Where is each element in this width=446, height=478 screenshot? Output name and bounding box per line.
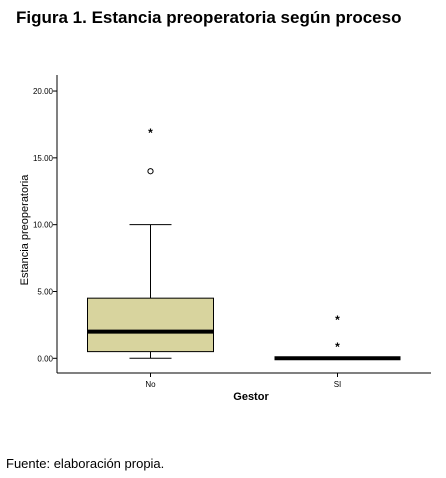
plot-marks: *** (87, 126, 401, 361)
x-axis-label: Gestor (233, 391, 269, 403)
iqr-box (87, 297, 214, 353)
y-tick-label: 10.00 (33, 221, 54, 230)
y-tick-label: 20.00 (33, 87, 54, 96)
x-tick-label: SI (334, 380, 342, 389)
y-axis-label: Estancia preoperatoria (19, 174, 31, 286)
y-tick-label: 0.00 (37, 354, 53, 363)
extreme-point: * (335, 313, 340, 327)
y-tick-label: 15.00 (33, 154, 54, 163)
extreme-point: * (335, 340, 340, 354)
box-group-no: * (87, 126, 214, 359)
y-tick-label: 5.00 (37, 287, 53, 296)
outlier-point (147, 168, 154, 175)
box-group-si: ** (274, 313, 401, 361)
axes: 0.00 5.00 10.00 15.00 20.00 No SI (33, 75, 431, 389)
x-tick-label: No (145, 380, 156, 389)
chart-title: Figura 1. Estancia preoperatoria según p… (16, 8, 402, 27)
source-note: Fuente: elaboración propia. (6, 456, 165, 471)
extreme-point: * (148, 126, 153, 140)
